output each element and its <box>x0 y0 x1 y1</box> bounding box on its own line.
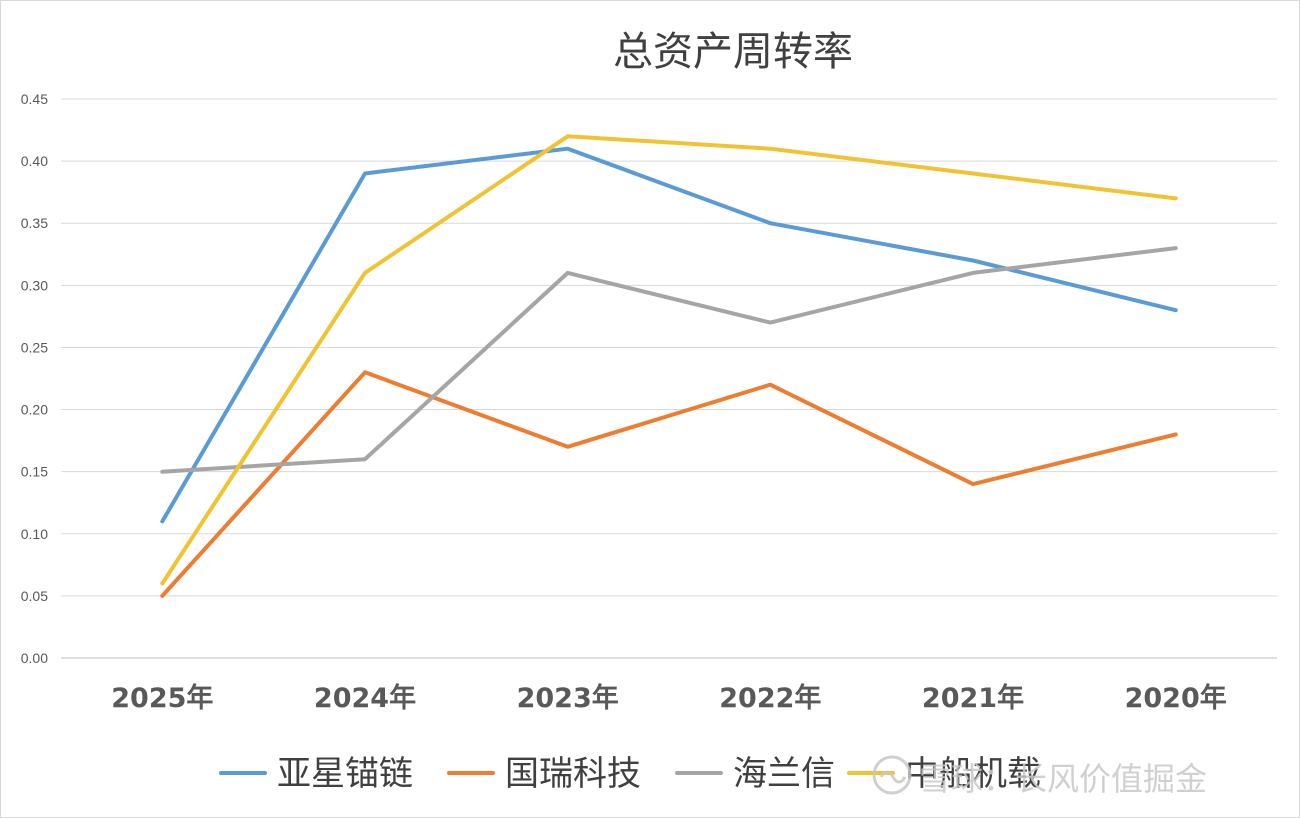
y-tick-label: 0.35 <box>21 215 48 231</box>
y-tick-label: 0.10 <box>21 526 48 542</box>
y-tick-label: 0.20 <box>21 402 48 418</box>
legend-label: 海兰信 <box>733 754 835 794</box>
y-tick-label: 0.25 <box>21 339 48 355</box>
legend-item-3: 海兰信 <box>675 754 835 794</box>
y-axis-tick-labels: 0.00 0.05 0.10 0.15 0.20 0.25 0.30 0.35 0.40 0.45 <box>21 91 48 666</box>
y-tick-label: 0.45 <box>21 91 48 107</box>
series-line-2 <box>160 370 1178 598</box>
chart-title: 总资产周转率 <box>613 29 853 75</box>
legend-item-2: 国瑞科技 <box>447 754 641 794</box>
x-axis-tick-labels: 2025年 2024年 2023年 2022年 2021年 2020年 <box>111 682 1226 714</box>
y-tick-label: 0.30 <box>21 277 48 293</box>
legend-label: 国瑞科技 <box>505 754 641 794</box>
watermark: 雪球：长风价值掘金 <box>872 755 1207 798</box>
y-tick-label: 0.15 <box>21 464 48 480</box>
series-line-3 <box>160 246 1178 474</box>
x-tick-label: 2024年 <box>314 682 416 714</box>
x-tick-label: 2025年 <box>111 682 213 714</box>
watermark-text: 雪球：长风价值掘金 <box>919 760 1207 798</box>
y-tick-label: 0.00 <box>21 650 48 666</box>
x-tick-label: 2022年 <box>719 682 821 714</box>
x-tick-label: 2023年 <box>517 682 619 714</box>
legend-label: 亚星锚链 <box>277 754 413 794</box>
legend-label: 中船机载 <box>905 754 1041 794</box>
series-lines <box>160 134 1178 598</box>
watermark-logo-icon <box>872 755 912 795</box>
y-tick-label: 0.05 <box>21 588 48 604</box>
x-tick-label: 2020年 <box>1125 682 1227 714</box>
series-line-4 <box>160 134 1178 586</box>
x-tick-label: 2021年 <box>922 682 1024 714</box>
legend: 亚星锚链 国瑞科技 海兰信 中船机载 <box>219 754 1041 794</box>
series-line-1 <box>160 146 1178 524</box>
legend-item-1: 亚星锚链 <box>219 754 413 794</box>
y-tick-label: 0.40 <box>21 153 48 169</box>
